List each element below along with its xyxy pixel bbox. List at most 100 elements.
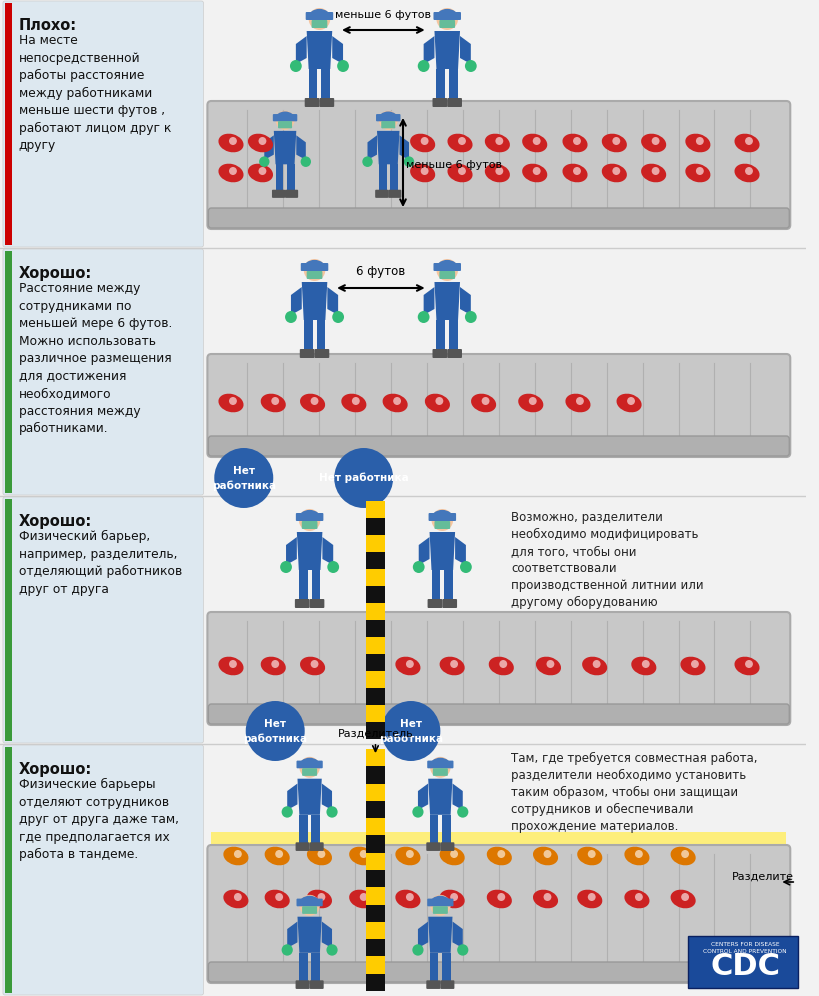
Circle shape (412, 944, 423, 955)
Bar (365, 801, 385, 818)
FancyBboxPatch shape (296, 898, 323, 906)
FancyBboxPatch shape (427, 898, 453, 906)
Ellipse shape (522, 133, 546, 152)
Circle shape (481, 397, 489, 405)
Text: меньше 6 футов: меньше 6 футов (335, 10, 431, 20)
Circle shape (450, 893, 458, 901)
FancyBboxPatch shape (296, 513, 323, 521)
Circle shape (458, 167, 465, 175)
Bar (365, 784, 385, 801)
Polygon shape (377, 130, 399, 164)
FancyBboxPatch shape (300, 349, 314, 358)
FancyBboxPatch shape (310, 980, 324, 989)
Circle shape (405, 893, 414, 901)
Bar (365, 501, 385, 518)
FancyBboxPatch shape (3, 497, 203, 743)
Polygon shape (286, 537, 296, 565)
FancyBboxPatch shape (306, 271, 322, 279)
FancyBboxPatch shape (3, 1, 203, 247)
Circle shape (587, 850, 595, 858)
FancyBboxPatch shape (319, 98, 334, 107)
FancyBboxPatch shape (272, 189, 285, 198)
FancyBboxPatch shape (446, 98, 461, 107)
Polygon shape (311, 570, 320, 600)
FancyBboxPatch shape (295, 980, 310, 989)
FancyBboxPatch shape (3, 745, 203, 995)
Text: работника: работника (243, 734, 307, 744)
Circle shape (332, 311, 344, 323)
Circle shape (327, 561, 339, 573)
Bar (365, 904, 385, 922)
Ellipse shape (601, 133, 626, 152)
Circle shape (457, 806, 468, 818)
Circle shape (744, 660, 752, 668)
Circle shape (634, 893, 642, 901)
Polygon shape (418, 784, 428, 810)
FancyBboxPatch shape (433, 12, 460, 20)
Circle shape (280, 561, 292, 573)
Text: На месте
непосредственной
работы расстояние
между работниками
меньше шести футов: На месте непосредственной работы расстоя… (19, 34, 171, 152)
Polygon shape (316, 320, 325, 350)
FancyBboxPatch shape (301, 521, 317, 529)
Ellipse shape (484, 133, 509, 152)
Bar (211, 832, 785, 882)
Polygon shape (308, 69, 317, 99)
Polygon shape (459, 287, 470, 315)
FancyBboxPatch shape (426, 980, 440, 989)
Ellipse shape (439, 656, 464, 675)
Circle shape (381, 701, 440, 761)
Ellipse shape (734, 133, 758, 152)
Ellipse shape (382, 393, 407, 412)
Ellipse shape (247, 133, 273, 152)
Circle shape (420, 137, 428, 145)
Ellipse shape (470, 393, 495, 412)
Polygon shape (434, 282, 459, 320)
Polygon shape (311, 815, 319, 844)
Circle shape (271, 660, 278, 668)
FancyBboxPatch shape (432, 768, 447, 776)
Polygon shape (287, 784, 297, 810)
Circle shape (572, 137, 580, 145)
Ellipse shape (341, 393, 366, 412)
Polygon shape (296, 532, 322, 570)
Circle shape (681, 850, 688, 858)
Bar (5, 499, 11, 741)
Circle shape (641, 660, 649, 668)
FancyBboxPatch shape (426, 843, 440, 851)
Ellipse shape (734, 656, 758, 675)
Ellipse shape (670, 889, 695, 908)
Polygon shape (264, 135, 274, 160)
Ellipse shape (734, 163, 758, 182)
Circle shape (337, 60, 349, 72)
Ellipse shape (218, 393, 243, 412)
Text: Нет: Нет (264, 719, 286, 729)
Circle shape (627, 397, 634, 405)
Circle shape (420, 167, 428, 175)
Circle shape (310, 660, 318, 668)
Ellipse shape (223, 847, 248, 866)
Circle shape (281, 806, 292, 818)
Circle shape (651, 137, 658, 145)
Circle shape (285, 311, 296, 323)
Bar (365, 688, 385, 705)
Polygon shape (449, 320, 458, 350)
Circle shape (259, 156, 269, 167)
Circle shape (281, 944, 292, 955)
Circle shape (587, 893, 595, 901)
Ellipse shape (306, 889, 332, 908)
Circle shape (351, 397, 360, 405)
Polygon shape (423, 36, 434, 64)
Polygon shape (431, 570, 440, 600)
FancyBboxPatch shape (273, 114, 297, 122)
Bar (365, 518, 385, 535)
Ellipse shape (306, 847, 332, 866)
Ellipse shape (680, 656, 704, 675)
FancyBboxPatch shape (375, 189, 388, 198)
Circle shape (405, 850, 414, 858)
Circle shape (436, 8, 458, 30)
Text: Разделитель: Разделитель (337, 729, 413, 739)
Ellipse shape (565, 393, 590, 412)
Bar (365, 654, 385, 671)
Text: Хорошо:: Хорошо: (19, 514, 92, 529)
Bar (365, 705, 385, 722)
